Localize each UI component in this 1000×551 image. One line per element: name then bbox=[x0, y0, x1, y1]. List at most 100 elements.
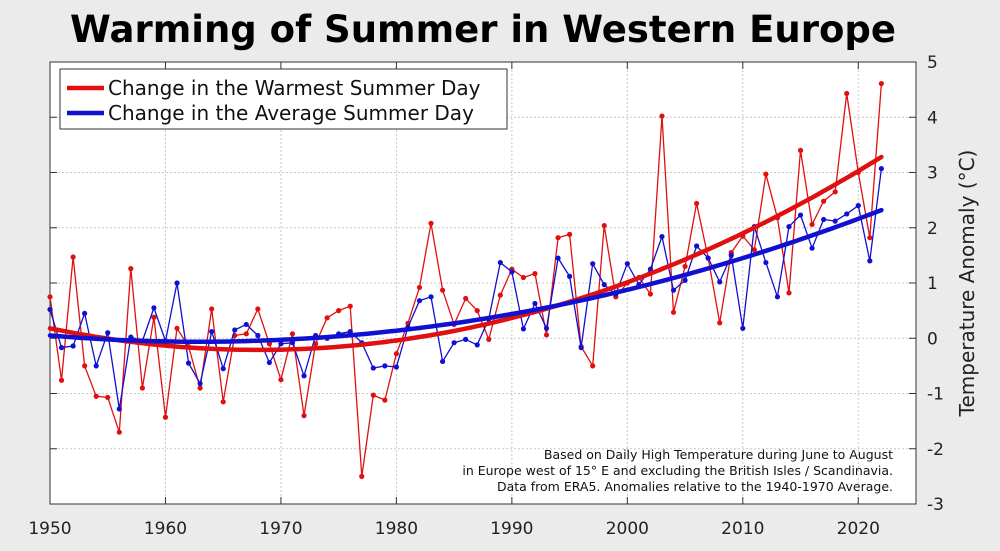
average-day-data-point bbox=[763, 259, 769, 266]
average-day-data-point bbox=[70, 343, 76, 349]
x-tick-label: 1950 bbox=[28, 519, 71, 539]
warmest-day-trend-curve bbox=[47, 154, 884, 353]
average-day-data-point bbox=[370, 365, 376, 371]
warmest-day-data-point bbox=[82, 363, 88, 369]
warmest-day-data-point bbox=[694, 200, 700, 207]
chart-title: Warming of Summer in Western Europe bbox=[70, 8, 896, 51]
average-day-data-point bbox=[809, 245, 815, 251]
warmest-day-data-point bbox=[786, 290, 792, 296]
warmest-day-data-point bbox=[105, 394, 111, 400]
average-day-data-point bbox=[670, 287, 677, 293]
average-day-data-point bbox=[116, 406, 122, 412]
average-day-data-point bbox=[705, 255, 711, 261]
warmest-day-data-point bbox=[47, 294, 53, 300]
warmest-day-data-point bbox=[555, 235, 561, 241]
warmest-day-data-point bbox=[428, 220, 434, 226]
average-day-data-point bbox=[786, 224, 792, 230]
y-tick-label: -1 bbox=[927, 385, 944, 405]
annotation-line: Based on Daily High Temperature during J… bbox=[544, 447, 893, 462]
average-day-data-point bbox=[463, 336, 469, 342]
average-day-data-point bbox=[255, 332, 261, 339]
average-day-data-point bbox=[659, 233, 665, 240]
average-day-data-point bbox=[717, 279, 723, 285]
average-day-data-point bbox=[266, 359, 272, 366]
average-day-data-point bbox=[520, 326, 527, 332]
warmest-day-data-point bbox=[128, 266, 134, 272]
average-day-data-point bbox=[878, 166, 884, 172]
average-day-data-point bbox=[82, 310, 88, 316]
x-tick-label: 1980 bbox=[375, 519, 418, 539]
warmest-day-data-point bbox=[821, 198, 827, 204]
warmest-day-data-point bbox=[520, 274, 527, 281]
warmest-day-data-point bbox=[209, 306, 215, 312]
average-day-data-point bbox=[740, 325, 746, 331]
average-day-data-point bbox=[439, 358, 446, 365]
warmest-day-data-point bbox=[878, 80, 884, 87]
average-day-data-point bbox=[58, 345, 65, 351]
average-day-data-point bbox=[382, 363, 388, 369]
warmest-day-data-point bbox=[151, 314, 157, 320]
y-tick-label: 1 bbox=[927, 274, 938, 294]
average-day-data-point bbox=[497, 259, 503, 266]
average-day-data-point bbox=[797, 212, 804, 218]
warmest-day-data-point bbox=[832, 189, 838, 195]
average-day-data-point bbox=[532, 300, 538, 307]
warmest-day-data-point bbox=[497, 292, 503, 298]
warmest-day-data-point bbox=[58, 377, 65, 383]
average-day-data-point bbox=[151, 305, 157, 311]
legend-label: Change in the Warmest Summer Day bbox=[108, 76, 481, 100]
warmest-day-data-point bbox=[139, 385, 145, 391]
y-tick-label: 4 bbox=[927, 108, 938, 128]
x-tick-label: 2000 bbox=[606, 519, 649, 539]
average-day-data-point bbox=[232, 327, 238, 333]
legend-box bbox=[59, 68, 508, 130]
average-day-data-point bbox=[555, 255, 561, 261]
warmest-day-data-point bbox=[93, 393, 99, 399]
y-tick-label: 5 bbox=[927, 53, 938, 73]
warmest-day-data-point bbox=[659, 113, 665, 119]
warmest-day-data-point bbox=[601, 222, 607, 229]
average-day-data-point bbox=[474, 342, 480, 348]
warmest-day-data-point bbox=[220, 399, 226, 405]
warmest-day-data-point bbox=[763, 171, 769, 177]
warmest-day-data-point bbox=[336, 308, 342, 314]
average-day-data-point bbox=[682, 277, 688, 283]
average-day-data-point bbox=[301, 373, 307, 379]
warmest-day-data-point bbox=[312, 341, 319, 347]
average-day-data-point bbox=[174, 280, 180, 286]
average-day-data-point bbox=[867, 258, 873, 264]
y-tick-label: 0 bbox=[927, 329, 938, 349]
warmest-day-data-point bbox=[463, 295, 469, 302]
x-tick-label: 1960 bbox=[144, 519, 187, 539]
average-day-data-point bbox=[567, 273, 573, 279]
average-day-trend-curve bbox=[47, 207, 884, 344]
warmest-day-data-point bbox=[567, 231, 573, 237]
warmest-day-data-point bbox=[243, 331, 249, 337]
warmest-day-data-point bbox=[532, 271, 538, 277]
average-day-data-point bbox=[624, 261, 630, 267]
warmest-day-data-point bbox=[474, 308, 480, 314]
warmest-day-data-point bbox=[393, 351, 399, 357]
warmest-day-data-point bbox=[844, 90, 850, 97]
warmest-day-data-point bbox=[416, 284, 423, 291]
y-axis-label: Temperature Anomaly (°C) bbox=[955, 150, 979, 418]
annotation-line: in Europe west of 15° E and excluding th… bbox=[462, 463, 893, 478]
average-day-data-point bbox=[209, 329, 215, 335]
warmest-day-data-point bbox=[809, 221, 815, 228]
average-day-data-point bbox=[590, 261, 596, 267]
warmest-day-data-point bbox=[751, 247, 757, 253]
average-day-data-point bbox=[774, 294, 781, 300]
warmest-day-data-point bbox=[162, 414, 169, 420]
warmest-day-data-point bbox=[682, 263, 688, 270]
warmest-day-data-point bbox=[116, 429, 122, 435]
warmest-day-data-point bbox=[797, 147, 804, 153]
average-day-data-point bbox=[543, 325, 550, 331]
average-day-data-point bbox=[185, 360, 192, 366]
warmest-day-data-point bbox=[347, 303, 353, 309]
x-tick-label: 1990 bbox=[490, 519, 533, 539]
warmest-day-data-point bbox=[486, 336, 492, 342]
average-day-data-point bbox=[821, 216, 827, 223]
x-tick-label: 2010 bbox=[721, 519, 764, 539]
average-day-data-point bbox=[416, 298, 423, 304]
